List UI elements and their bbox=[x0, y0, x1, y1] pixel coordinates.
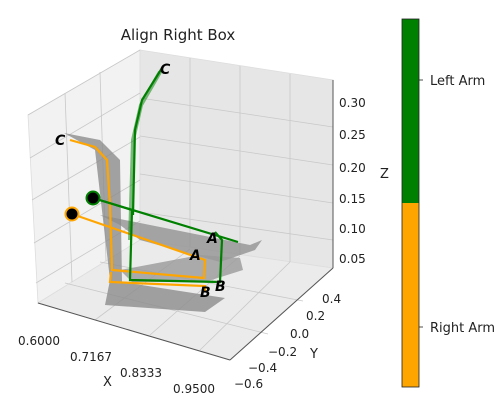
y-tick-label: −0.6 bbox=[234, 377, 263, 391]
demo-band-right bbox=[64, 133, 225, 312]
colorbar-frame bbox=[401, 18, 420, 388]
z-tick-label: 0.20 bbox=[339, 161, 366, 175]
3d-axes: C C A A B B 0.6000 0.7167 0.8333 0.9500 … bbox=[18, 26, 389, 396]
colorbar-segment-left-arm bbox=[402, 19, 419, 203]
colorbar: Left Arm Right Arm bbox=[401, 18, 495, 388]
z-tick-label: 0.15 bbox=[339, 192, 366, 206]
colorbar-label-right-arm: Right Arm bbox=[430, 321, 495, 336]
left-arm-path-mid bbox=[92, 196, 224, 284]
left-arm-path-shadow bbox=[128, 71, 162, 241]
z-tick-label: 0.05 bbox=[339, 252, 366, 266]
y-tick-label: 0.4 bbox=[322, 292, 341, 306]
x-tick-label: 0.8333 bbox=[120, 366, 162, 380]
z-tick-label: 0.25 bbox=[339, 128, 366, 142]
point-label-a-right: A bbox=[189, 248, 201, 264]
demo-band-left-lower bbox=[120, 255, 243, 282]
point-label-c-left: C bbox=[160, 62, 171, 78]
right-arm-path-lower bbox=[108, 271, 207, 292]
x-axis-label: X bbox=[103, 375, 112, 390]
point-label-b-left: B bbox=[215, 279, 226, 295]
z-tick-label: 0.30 bbox=[339, 96, 366, 110]
y-axis-line bbox=[229, 267, 334, 361]
x-tick-label: 0.7167 bbox=[70, 350, 112, 364]
x-axis-line bbox=[37, 302, 231, 361]
y-tick-label: −0.2 bbox=[268, 345, 297, 359]
y-tick-label: 0.2 bbox=[306, 309, 325, 323]
point-label-c-right: C bbox=[55, 133, 66, 149]
colorbar-label-left-arm: Left Arm bbox=[430, 74, 485, 89]
z-axis-label: Z bbox=[380, 167, 389, 182]
left-arm-start-marker bbox=[85, 190, 101, 206]
right-arm-start-marker bbox=[64, 206, 80, 222]
point-label-a-left: A bbox=[206, 231, 218, 247]
x-tick-label: 0.6000 bbox=[18, 334, 60, 348]
y-tick-label: 0.0 bbox=[290, 327, 309, 341]
x-tick-label: 0.9500 bbox=[173, 382, 215, 396]
y-tick-label: −0.4 bbox=[248, 361, 277, 375]
point-label-b-right: B bbox=[200, 285, 211, 301]
y-axis-label: Y bbox=[309, 347, 318, 362]
z-tick-label: 0.10 bbox=[339, 222, 366, 236]
colorbar-segment-right-arm bbox=[402, 203, 419, 387]
chart-title: Align Right Box bbox=[121, 26, 236, 44]
right-arm-path bbox=[69, 138, 207, 280]
